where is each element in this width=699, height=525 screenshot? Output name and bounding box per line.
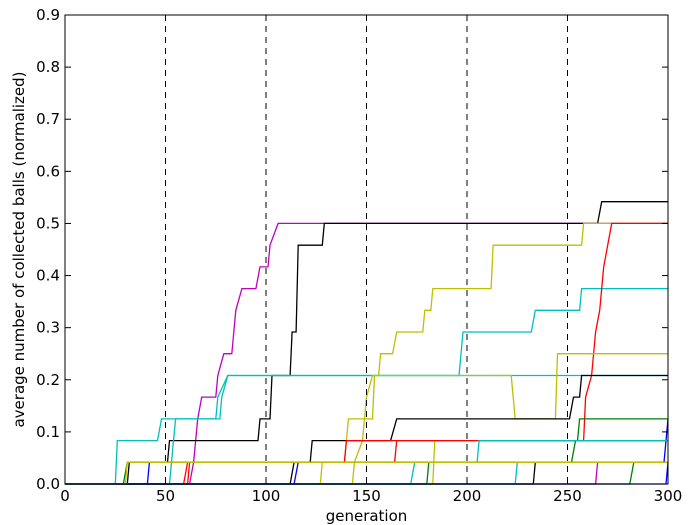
y-tick-label: 0.2 [36,371,60,389]
series-line-10 [65,418,668,485]
axis-ticks: 0 50 100 150 200 250 300 0.0 0.1 0.2 0.3 0.4 0.5 0.6 0… [36,6,682,505]
y-tick-label: 0.8 [36,58,60,76]
y-tick-label: 0.4 [36,267,60,285]
y-axis-label: average number of collected balls (norma… [10,71,28,427]
y-tick-label: 0.0 [36,475,60,493]
x-axis-label: generation [326,507,408,525]
reference-lines [165,15,568,484]
series-line-8 [65,374,668,485]
x-tick-label: 250 [553,487,582,505]
series-line-7 [65,353,668,485]
x-tick-label: 200 [453,487,482,505]
x-tick-label: 300 [654,487,683,505]
y-tick-label: 0.6 [36,162,60,180]
series-line-11 [65,418,669,485]
y-tick-label: 0.3 [36,319,60,337]
x-tick-label: 100 [252,487,281,505]
series-line-6 [65,374,668,485]
x-tick-label: 0 [60,487,70,505]
series-line-2 [65,201,668,485]
y-tick-label: 0.9 [36,6,60,24]
y-tick-label: 0.7 [36,110,60,128]
x-tick-label: 50 [156,487,175,505]
x-tick-label: 150 [352,487,381,505]
y-tick-label: 0.1 [36,423,60,441]
y-tick-label: 0.5 [36,214,60,232]
series-layer [65,201,669,485]
